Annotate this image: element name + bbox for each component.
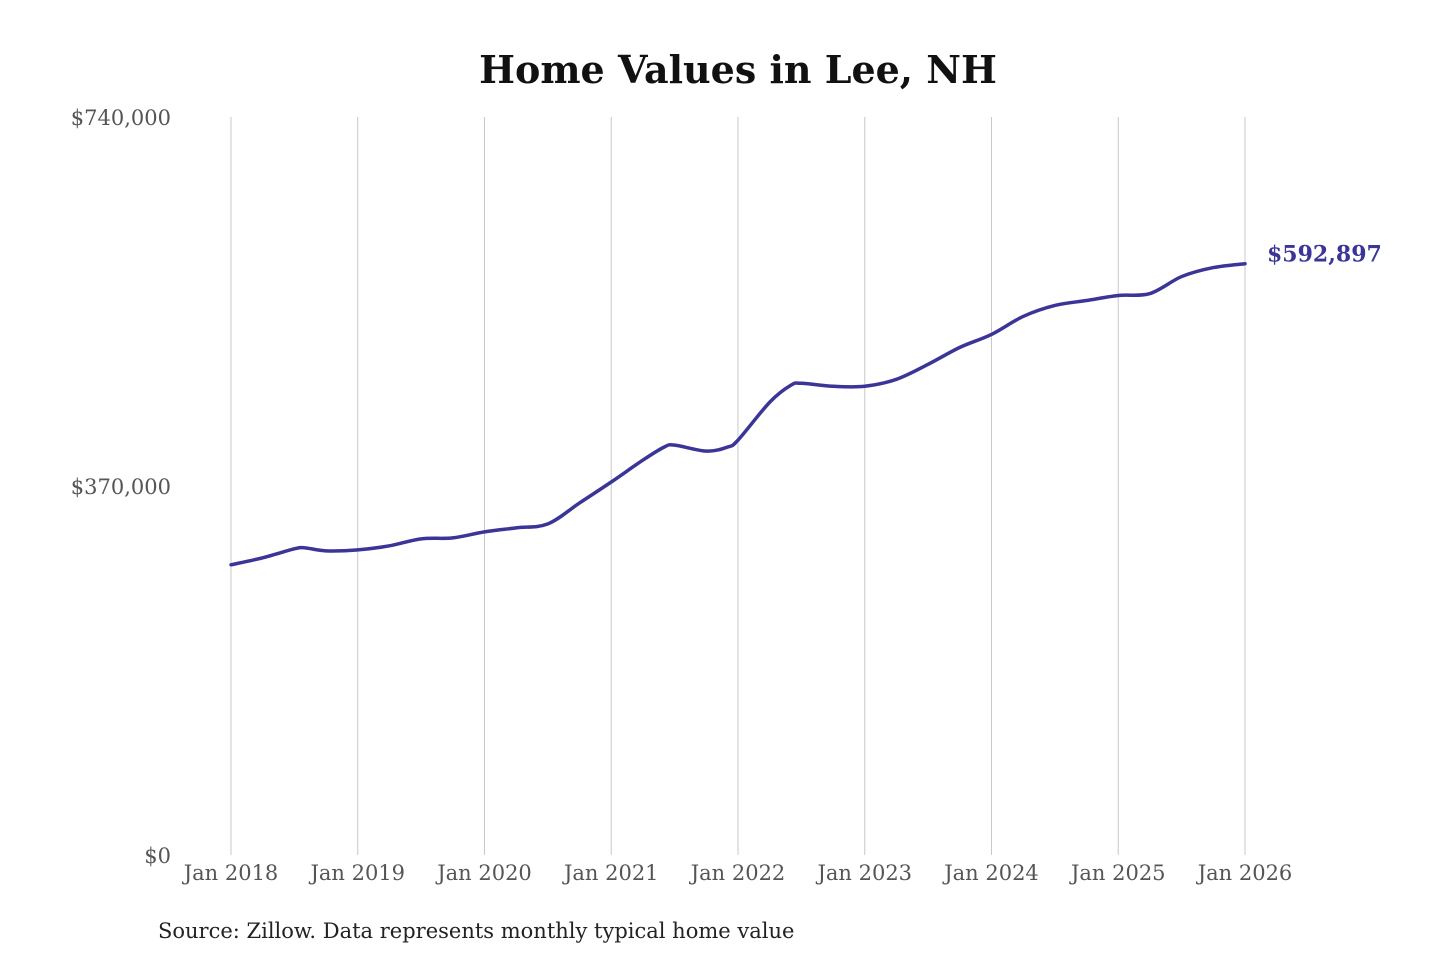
- x-axis: Jan 2018 Jan 2019 Jan 2020 Jan 2021 Jan 2022…: [182, 861, 1293, 885]
- x-tick-label: Jan 2022: [689, 861, 786, 885]
- x-tick-label: Jan 2025: [1069, 861, 1166, 885]
- x-tick-label: Jan 2020: [435, 861, 532, 885]
- y-tick-label: $370,000: [71, 475, 171, 499]
- chart-title: Home Values in Lee, NH: [479, 47, 997, 92]
- gridlines: [230, 117, 1246, 855]
- x-tick-label: Jan 2018: [182, 861, 279, 885]
- y-axis: $0 $370,000 $740,000: [71, 106, 171, 868]
- x-tick-label: Jan 2019: [308, 861, 405, 885]
- y-tick-label: $0: [144, 844, 171, 868]
- series-line: [229, 261, 1247, 567]
- y-tick-label: $740,000: [71, 106, 171, 130]
- x-tick-label: Jan 2023: [815, 861, 912, 885]
- end-value-label: $592,897: [1267, 242, 1382, 268]
- x-tick-label: Jan 2021: [562, 861, 659, 885]
- x-tick-label: Jan 2024: [942, 861, 1039, 885]
- x-tick-label: Jan 2026: [1196, 861, 1293, 885]
- source-note: Source: Zillow. Data represents monthly …: [158, 919, 794, 943]
